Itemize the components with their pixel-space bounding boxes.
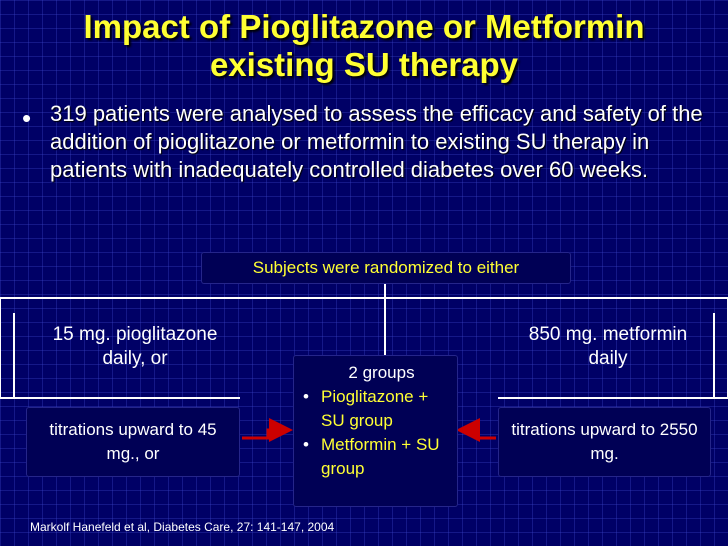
metformin-dose-line-2: daily (588, 348, 628, 369)
metformin-titration-box: titrations upward to 2550 mg. (498, 407, 711, 477)
group-item-metformin: Metformin + SU group (299, 433, 452, 481)
citation: Markolf Hanefeld et al, Diabetes Care, 2… (30, 520, 335, 534)
pioglitazone-dose-box: 15 mg. pioglitazone daily, or (24, 323, 246, 371)
title-line-1: Impact of Pioglitazone or Metformin (83, 8, 645, 45)
pioglitazone-titration-box: titrations upward to 45 mg., or (26, 407, 240, 477)
pioglitazone-dose-line-2: daily, or (102, 348, 168, 369)
groups-box: 2 groups Pioglitazone + SU group Metform… (293, 355, 458, 507)
slide-title: Impact of Pioglitazone or Metformin exis… (20, 8, 708, 84)
top-connector-line (0, 297, 728, 313)
groups-list: Pioglitazone + SU group Metformin + SU g… (299, 385, 452, 481)
pioglitazone-titration-text: titrations upward to 45 mg., or (49, 420, 217, 463)
bullet-dot-icon: • (22, 103, 32, 133)
summary-text: 319 patients were analysed to assess the… (50, 101, 703, 182)
metformin-dose-line-1: 850 mg. metformin (528, 324, 688, 345)
randomized-label-box: Subjects were randomized to either (201, 252, 571, 284)
pioglitazone-dose-line-1: 15 mg. pioglitazone (52, 324, 218, 345)
metformin-titration-text: titrations upward to 2550 mg. (511, 420, 698, 463)
left-arrow-connector (242, 418, 293, 442)
title-line-2: existing SU therapy (209, 46, 519, 83)
right-arrow-connector (456, 418, 496, 442)
group-item-pioglitazone: Pioglitazone + SU group (299, 385, 452, 433)
groups-heading: 2 groups (348, 363, 415, 382)
metformin-dose-box: 850 mg. metformin daily (500, 323, 716, 371)
